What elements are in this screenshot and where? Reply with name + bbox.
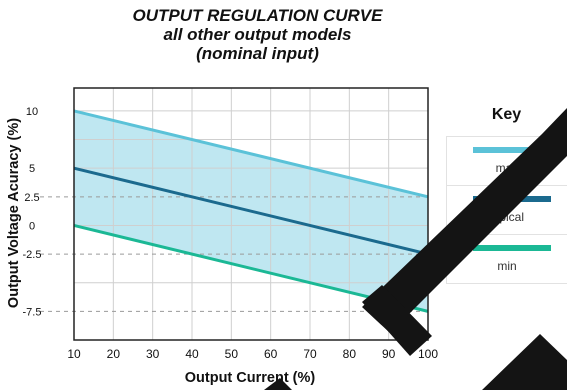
legend-item-min: min [447,234,567,283]
legend-label-typical: typical [489,210,524,224]
x-tick-label: 40 [185,347,199,361]
y-axis-label-text: Output Voltage Acuracy (%) [6,117,22,309]
legend-label-max: max [495,161,519,175]
legend-title: Key [491,106,522,123]
legend-label-min: min [497,259,517,273]
y-tick-label: 10 [26,106,38,118]
chart-title-line-1: OUTPUT REGULATION CURVE [132,6,383,25]
legend-item-typical: typical [447,185,567,234]
x-tick-label: 50 [225,347,239,361]
legend-swatch-min [473,245,551,251]
x-tick-label: 90 [382,347,396,361]
x-tick-label: 70 [303,347,317,361]
chart-legend: Key max typical min [446,96,567,286]
legend-swatch-typical [473,196,551,202]
y-tick-label: 0 [29,220,35,232]
x-axis-label: Output Current (%) [184,370,316,386]
y-tick-label: -7.5 [23,306,42,318]
legend-swatch-max [473,147,551,153]
x-tick-label: 60 [264,347,278,361]
x-tick-label: 100 [418,347,438,361]
y-tick-label: 5 [29,163,35,175]
legend-item-max: max [447,137,567,185]
chart-title: OUTPUT REGULATION CURVE all other output… [80,6,435,63]
y-tick-label: -2.5 [23,249,42,261]
legend-box: max typical min [446,136,567,284]
x-tick-label: 20 [107,347,121,361]
x-tick-label: 30 [146,347,160,361]
chart-title-line-3: (nominal input) [196,44,319,63]
y-tick-label: 2.5 [24,192,39,204]
x-tick-label: 10 [67,347,81,361]
x-tick-label: 80 [343,347,357,361]
chart-title-line-2: all other output models [163,25,352,44]
